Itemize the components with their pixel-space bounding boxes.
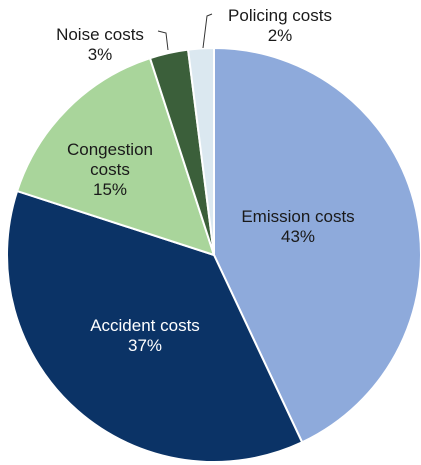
category-label: Congestion costs bbox=[66, 140, 153, 179]
pie-slice bbox=[213, 46, 421, 444]
pie-slice bbox=[186, 46, 215, 256]
value-label: 3% bbox=[87, 45, 113, 64]
value-label: 15% bbox=[92, 180, 128, 199]
category-label: Noise costs bbox=[56, 25, 144, 44]
value-label: 37% bbox=[127, 336, 163, 355]
pie-slice bbox=[15, 56, 216, 257]
category-label: Emission costs bbox=[241, 207, 355, 226]
slice-label: Accident costs 37% bbox=[65, 316, 225, 356]
value-label: 2% bbox=[267, 26, 293, 45]
category-label: Accident costs bbox=[90, 316, 200, 335]
slice-label: Policing costs 2% bbox=[205, 6, 355, 46]
pie-slice bbox=[6, 189, 304, 463]
value-label: 43% bbox=[280, 227, 316, 246]
slices bbox=[6, 46, 421, 463]
leader-line bbox=[202, 13, 213, 49]
slice-label: Noise costs 3% bbox=[40, 25, 160, 65]
leader-line bbox=[157, 30, 169, 51]
slice-label: Emission costs 43% bbox=[228, 207, 368, 247]
slice-label: Congestion costs 15% bbox=[60, 140, 160, 200]
category-label: Policing costs bbox=[228, 6, 332, 25]
